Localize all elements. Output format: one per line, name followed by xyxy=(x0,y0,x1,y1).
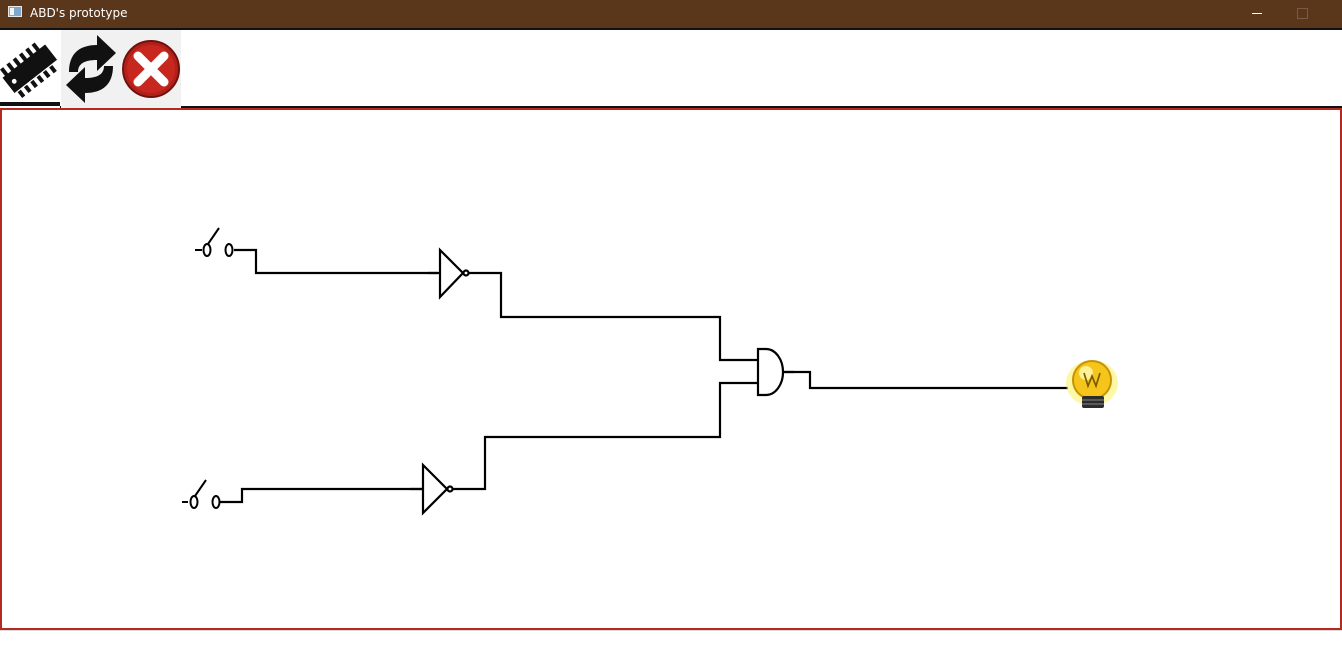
input-switch-1[interactable] xyxy=(195,227,234,257)
close-icon xyxy=(121,30,181,108)
status-bar xyxy=(0,630,1342,664)
light-bulb-icon xyxy=(1066,360,1118,408)
chip-icon xyxy=(0,30,60,108)
wire-and-bulb[interactable] xyxy=(782,370,1068,390)
wire-switch2-not2[interactable] xyxy=(220,487,422,504)
input-switch-2[interactable] xyxy=(182,479,221,509)
refresh-button[interactable] xyxy=(61,30,121,108)
not-gate-2[interactable] xyxy=(410,462,454,516)
refresh-icon xyxy=(61,30,121,108)
title-bar: ABD's prototype xyxy=(0,0,1342,28)
window-title: ABD's prototype xyxy=(30,6,128,20)
and-gate[interactable] xyxy=(756,347,794,397)
wire-not2-and[interactable] xyxy=(452,381,758,491)
circuit-canvas[interactable] xyxy=(0,108,1342,630)
minimize-icon[interactable] xyxy=(1234,0,1280,28)
not-gate-1[interactable] xyxy=(428,247,470,300)
wire-not1-and[interactable] xyxy=(468,271,758,362)
output-bulb[interactable] xyxy=(1066,360,1118,408)
circuit-drawing xyxy=(182,227,1118,516)
wire-switch1-not1[interactable] xyxy=(234,248,438,275)
add-component-button[interactable] xyxy=(0,30,60,108)
window-app-icon xyxy=(8,6,22,17)
clear-button[interactable] xyxy=(121,30,181,108)
maximize-icon[interactable] xyxy=(1280,0,1326,28)
toolbar xyxy=(0,28,1342,108)
